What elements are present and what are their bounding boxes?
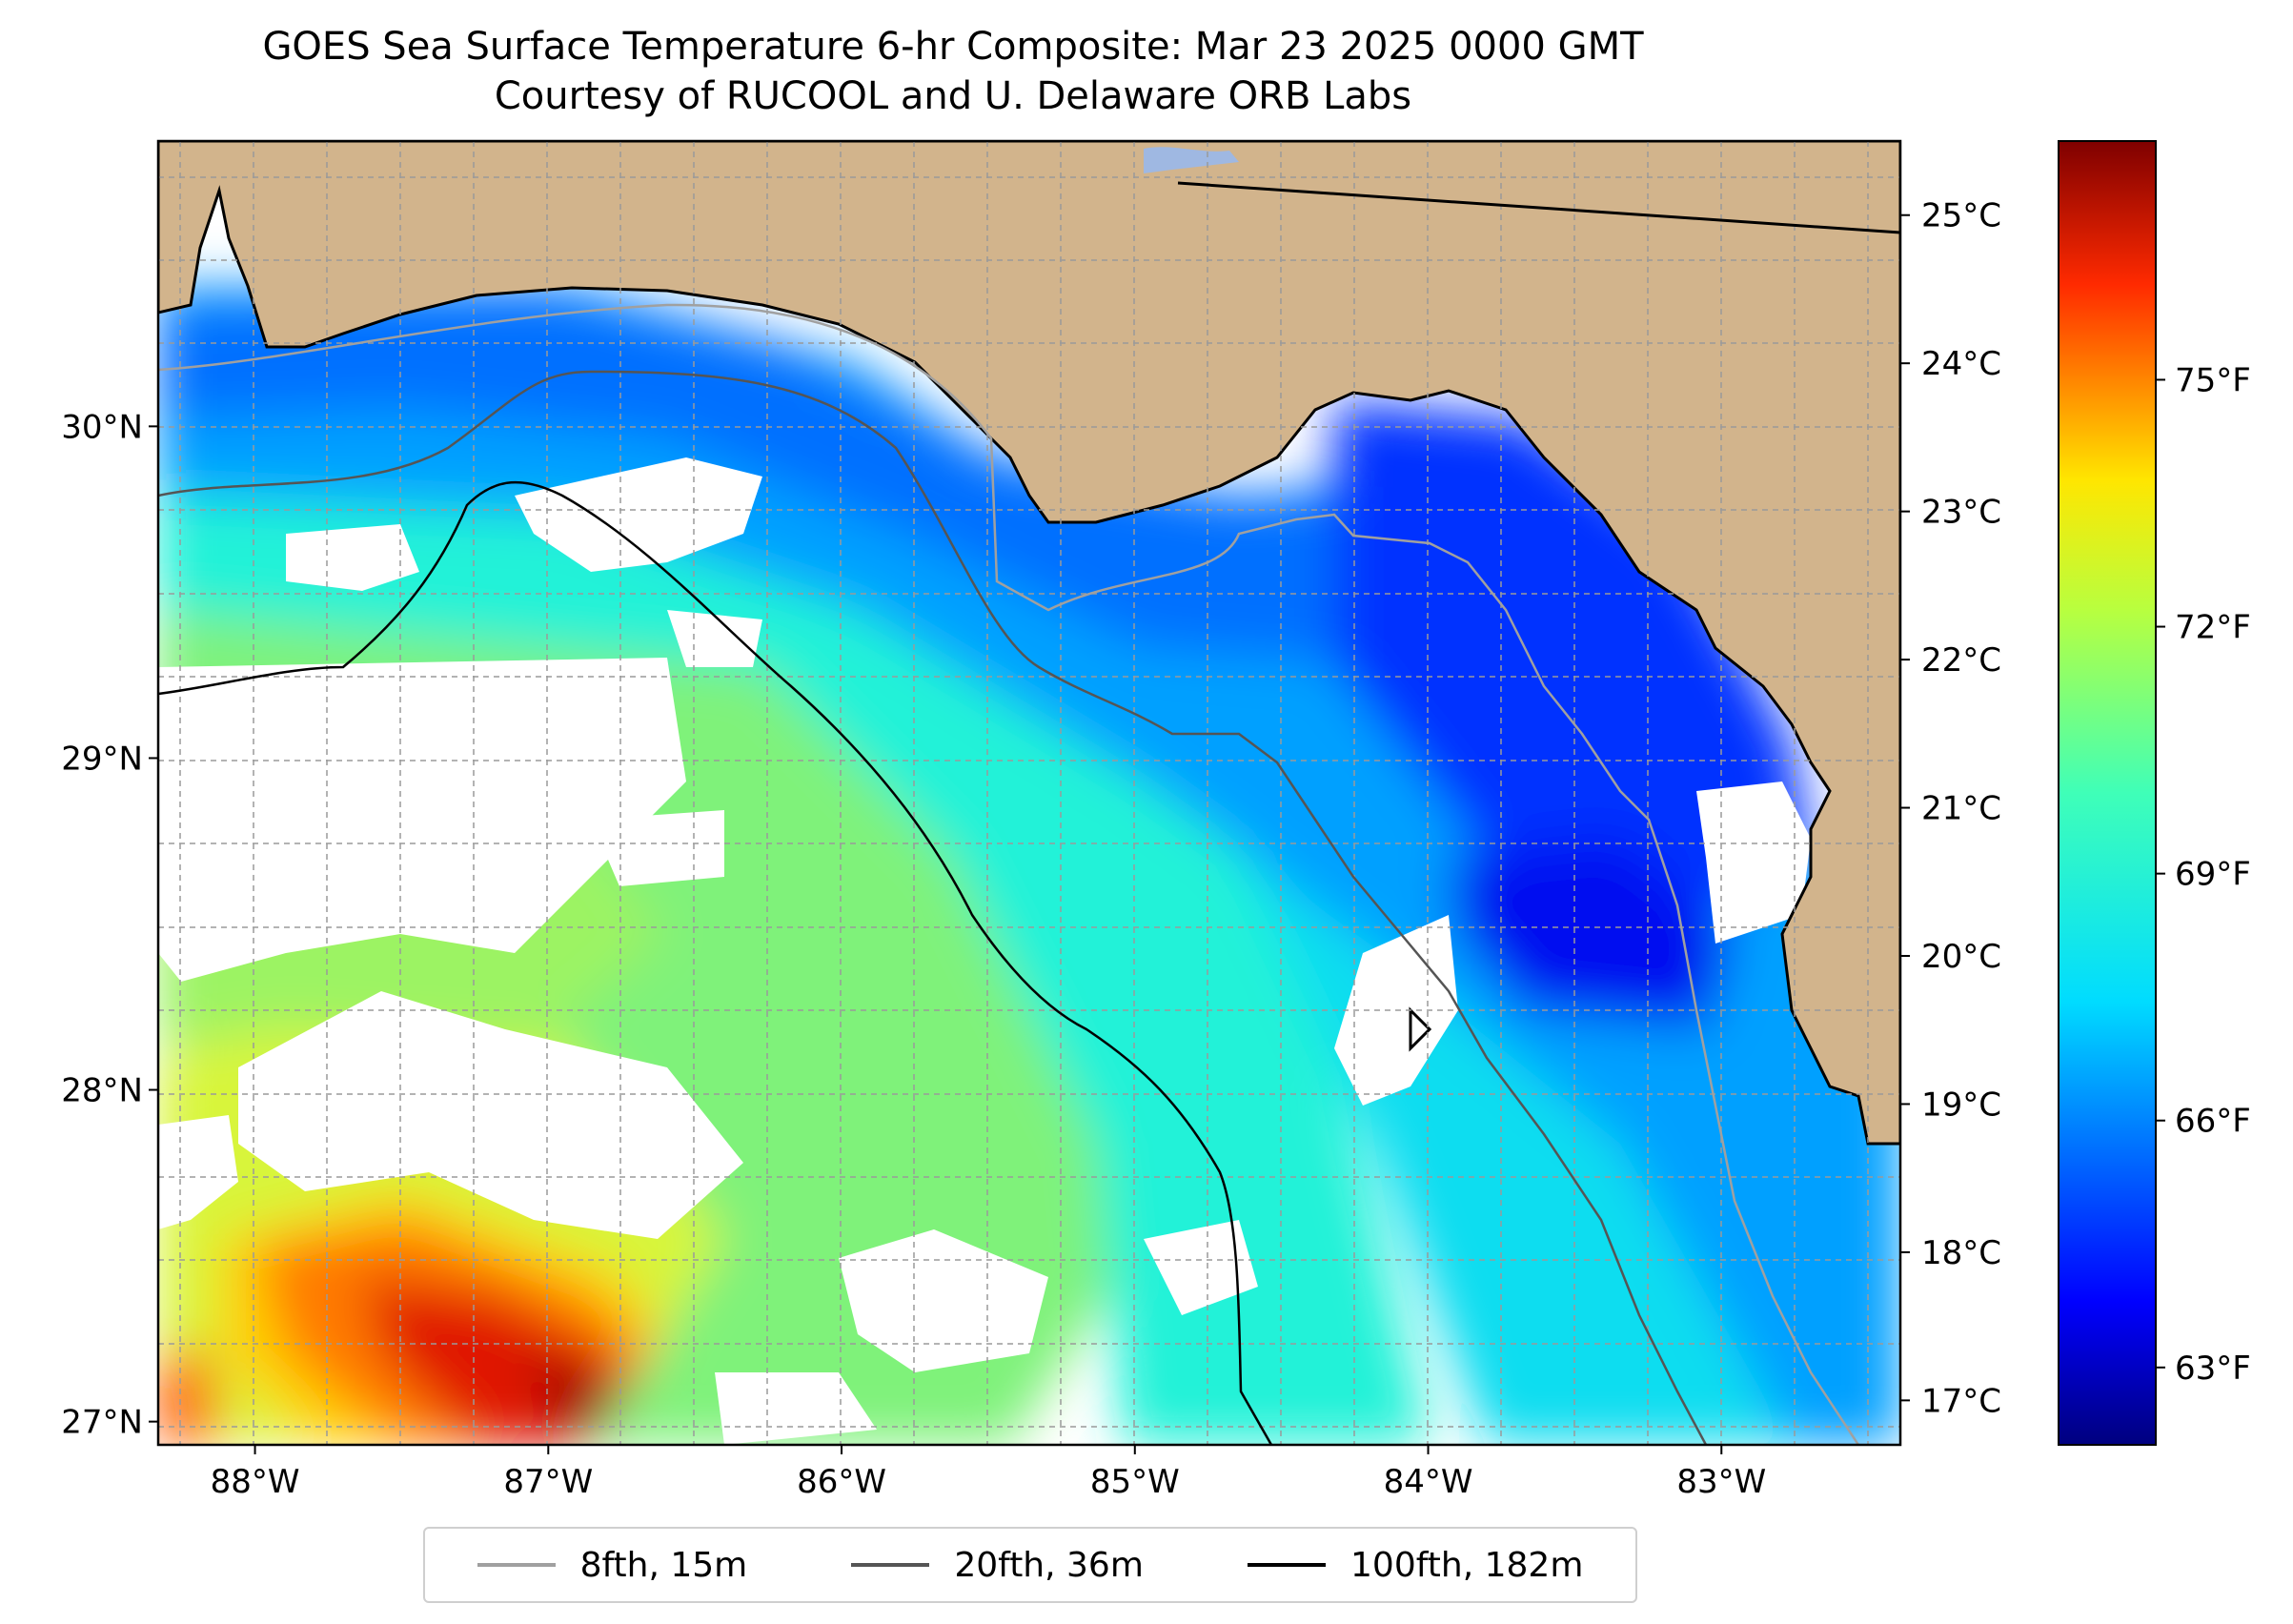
lon-tick-label: 88°W <box>211 1463 300 1501</box>
lon-tick-label: 85°W <box>1090 1463 1180 1501</box>
map-frame <box>156 139 1902 1447</box>
lat-tick-label: 28°N <box>61 1072 143 1110</box>
legend-label-36m: 20fth, 36m <box>954 1545 1144 1585</box>
celsius-tick-label: 21°C <box>1921 790 2001 828</box>
lake <box>1144 147 1239 173</box>
fahrenheit-tick-label: 66°F <box>2175 1103 2251 1141</box>
isobath-36m-line <box>158 370 1708 1445</box>
legend-label-182m: 100fth, 182m <box>1350 1545 1584 1585</box>
celsius-tick-label: 20°C <box>1921 938 2001 976</box>
celsius-tick-label: 19°C <box>1921 1086 2001 1124</box>
longitude-axis: 88°W 87°W 86°W 85°W 84°W 83°W <box>211 1445 1766 1501</box>
legend-swatch-182m <box>1248 1563 1327 1567</box>
map-subtitle: Courtesy of RUCOOL and U. Delaware ORB L… <box>494 74 1412 118</box>
celsius-tick-label: 25°C <box>1921 197 2001 235</box>
temperature-field <box>158 141 1900 1445</box>
colorbar <box>2058 140 2157 1446</box>
land <box>158 141 1900 1146</box>
celsius-tick-label: 22°C <box>1921 641 2001 680</box>
lon-tick-label: 84°W <box>1384 1463 1473 1501</box>
legend-item-182m: 100fth, 182m <box>1248 1546 1583 1585</box>
latitude-axis: 30°N 29°N 28°N 27°N <box>61 408 158 1442</box>
celsius-axis: 25°C 24°C 23°C 22°C 21°C 20°C 19°C 18°C 17°C <box>1900 197 2001 1420</box>
celsius-tick-label: 18°C <box>1921 1234 2001 1272</box>
isobath-legend: 8fth, 15m 20fth, 36m 100fth, 182m <box>423 1527 1637 1603</box>
legend-item-15m: 8fth, 15m <box>477 1545 748 1585</box>
isobath-15m-line <box>158 303 1860 1445</box>
legend-swatch-36m <box>851 1563 930 1567</box>
lat-tick-label: 27°N <box>61 1404 143 1442</box>
graticule <box>158 141 1900 1445</box>
celsius-tick-label: 24°C <box>1921 345 2001 383</box>
legend-swatch-15m <box>477 1563 556 1567</box>
lon-tick-label: 86°W <box>797 1463 886 1501</box>
celsius-tick-label: 23°C <box>1921 494 2001 532</box>
lon-tick-label: 87°W <box>503 1463 593 1501</box>
fahrenheit-tick-label: 69°F <box>2175 856 2251 894</box>
fahrenheit-tick-label: 72°F <box>2175 609 2251 647</box>
celsius-tick-label: 17°C <box>1921 1382 2001 1420</box>
state-boundary-line <box>1177 181 1900 234</box>
legend-label-15m: 8fth, 15m <box>579 1545 748 1585</box>
fahrenheit-tick-label: 75°F <box>2175 361 2251 399</box>
no-data-areas <box>158 457 1811 1445</box>
lon-tick-label: 83°W <box>1676 1463 1766 1501</box>
legend-item-36m: 20fth, 36m <box>851 1546 1144 1585</box>
lat-tick-label: 29°N <box>61 740 143 778</box>
fahrenheit-axis: 75°F 72°F 69°F 66°F 63°F <box>2156 361 2251 1388</box>
lat-tick-label: 30°N <box>61 408 143 446</box>
map-title: GOES Sea Surface Temperature 6-hr Compos… <box>262 25 1644 69</box>
fahrenheit-tick-label: 63°F <box>2175 1350 2251 1388</box>
isobath-182m-line <box>158 480 1273 1445</box>
